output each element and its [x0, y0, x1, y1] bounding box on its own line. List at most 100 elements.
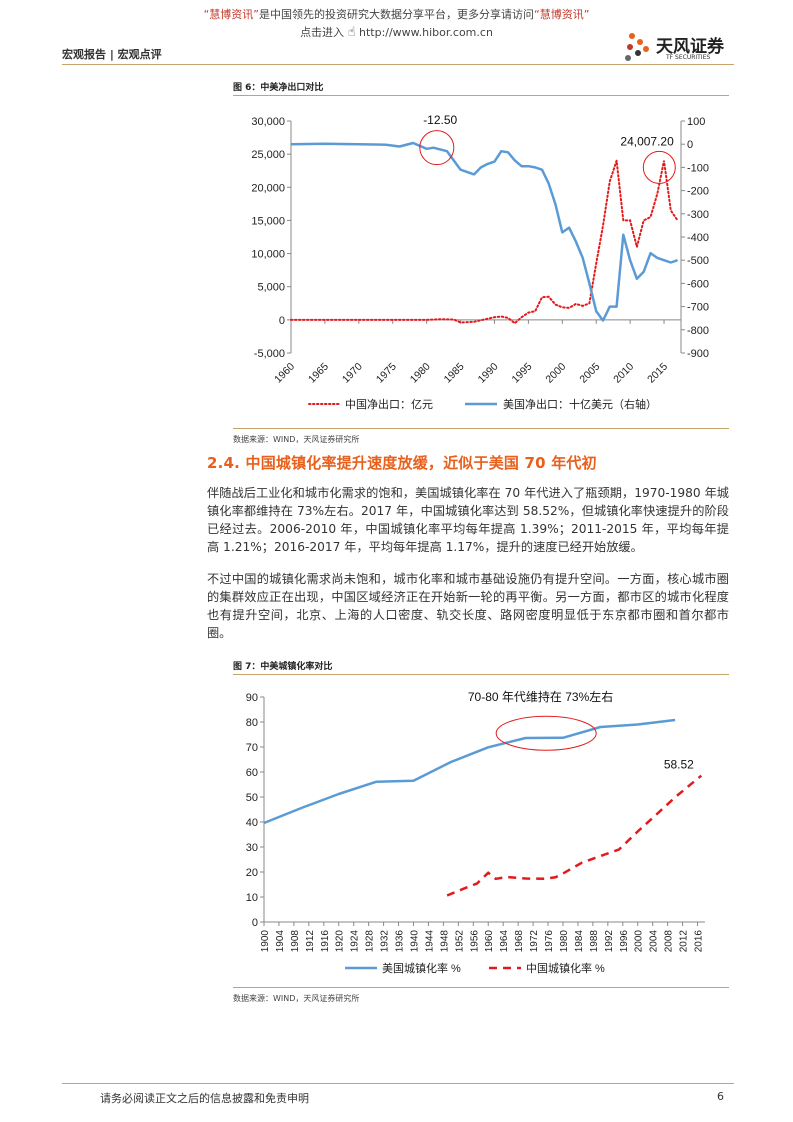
x-tick-label: 1916 [320, 930, 331, 953]
china-net-export-line [290, 160, 679, 325]
x-tick-label: 1964 [499, 930, 510, 953]
figure6-source: 数据来源：WIND，天风证券研究所 [233, 435, 360, 444]
highlight-circle-2 [642, 150, 676, 184]
x-tick-label: 1940 [409, 930, 420, 953]
highlight-ellipse [495, 715, 597, 751]
x-tick-label: 1944 [424, 930, 435, 953]
x-tick-label: 2015 [645, 361, 670, 386]
x-tick-label: 1975 [374, 361, 399, 386]
banner-link-row[interactable]: 点击进入 ☝ http://www.hibor.com.cn [0, 24, 793, 40]
y-tick-label: 20 [246, 867, 258, 879]
right-tick-label: 100 [687, 116, 705, 128]
x-tick-label: 1948 [439, 930, 450, 953]
legend-china-label: 中国净出口：亿元 [345, 397, 433, 411]
top-banner: “慧博资讯”是中国领先的投资研究大数据分享平台，更多分享请访问“慧博资讯” [0, 6, 793, 22]
company-logo: 天风证券 TF SECURITIES [622, 28, 737, 64]
x-tick-label: 1968 [514, 930, 525, 953]
paragraph-2: 不过中国的城镇化需求尚未饱和，城市化率和城市基础设施仍有提升空间。一方面，核心城… [207, 572, 729, 640]
banner-text: 是中国领先的投资研究大数据分享平台，更多分享请访问 [259, 8, 534, 21]
china-urbanization-line [446, 774, 703, 897]
x-tick-label: 1956 [469, 930, 480, 953]
right-tick-label: -300 [687, 209, 709, 221]
figure6-bottom-rule [233, 428, 729, 429]
y-tick-label: 50 [246, 792, 258, 804]
left-tick-label: 30,000 [251, 116, 285, 128]
x-tick-label: 1985 [442, 361, 467, 386]
section-heading: 2.4. 中国城镇化率提升速度放缓，近似于美国 70 年代初 [207, 454, 597, 472]
annotation-us-1981: -12.50 [423, 113, 457, 127]
banner-link-prefix: 点击进入 [300, 26, 345, 39]
y-tick-label: 40 [246, 817, 258, 829]
x-tick-label: 1990 [476, 361, 501, 386]
y-tick-label: 10 [246, 892, 258, 904]
y-tick-label: 90 [246, 692, 258, 704]
right-tick-label: -200 [687, 186, 709, 198]
x-tick-label: 1920 [335, 930, 346, 953]
legend-china-label: 中国城镇化率 % [526, 961, 605, 975]
left-tick-label: 15,000 [251, 215, 285, 227]
right-tick-label: -400 [687, 232, 709, 244]
x-tick-label: 1912 [305, 930, 316, 953]
x-tick-label: 2010 [611, 361, 636, 386]
figure6-title-rule [233, 95, 729, 96]
pointer-hand-icon: ☝ [347, 25, 356, 40]
us-net-export-line [290, 141, 679, 322]
x-tick-label: 2004 [649, 930, 660, 953]
logo-cn: 天风证券 [656, 37, 724, 57]
x-tick-label: 1972 [529, 930, 540, 953]
x-tick-label: 1904 [275, 930, 286, 953]
x-tick-label: 1995 [510, 361, 535, 386]
paragraph-1: 伴随战后工业化和城市化需求的饱和，美国城镇化率在 70 年代进入了瓶颈期，197… [207, 486, 729, 554]
net-export-chart: 30,000 25,000 20,000 15,000 10,000 5,000 0 -5,0… [251, 113, 709, 411]
x-tick-label: 1900 [260, 930, 271, 953]
x-tick-label: 1928 [365, 930, 376, 953]
banner-url-link[interactable]: http://www.hibor.com.cn [358, 26, 493, 39]
y-tick-label: 80 [246, 717, 258, 729]
us-urbanization-line [263, 718, 676, 825]
x-tick-label: 1960 [272, 361, 297, 386]
y-tick-label: 60 [246, 767, 258, 779]
x-tick-label: 1996 [619, 930, 630, 953]
x-tick-label: 1980 [408, 361, 433, 386]
left-tick-label: -5,000 [254, 348, 285, 360]
legend-us-label: 美国城镇化率 % [382, 961, 461, 975]
y-tick-label: 70 [246, 742, 258, 754]
left-tick-label: 5,000 [257, 282, 285, 294]
left-tick-label: 20,000 [251, 182, 285, 194]
y-tick-label: 30 [246, 842, 258, 854]
left-tick-label: 10,000 [251, 249, 285, 261]
logo-mark-icon [625, 33, 649, 61]
annotation-cn-2017: 58.52 [664, 757, 694, 771]
y-tick-label: 0 [252, 917, 258, 929]
figure7-bottom-rule [233, 987, 729, 988]
x-tick-label: 1932 [380, 930, 391, 953]
x-tick-label: 2000 [543, 361, 568, 386]
x-tick-label: 2005 [577, 361, 602, 386]
page-number: 6 [717, 1090, 724, 1103]
left-tick-label: 0 [279, 315, 285, 327]
right-tick-label: -700 [687, 302, 709, 314]
x-tick-label: 1936 [395, 930, 406, 953]
doc-type-label: 宏观报告 | 宏观点评 [62, 48, 162, 61]
banner-brand: “慧博资讯” [203, 8, 259, 21]
right-tick-label: -100 [687, 162, 709, 174]
left-tick-label: 25,000 [251, 149, 285, 161]
footer-rule [62, 1083, 734, 1084]
x-tick-label: 1980 [559, 930, 570, 953]
x-tick-label: 1924 [350, 930, 361, 953]
x-tick-label: 1976 [544, 930, 555, 953]
x-tick-label: 1965 [306, 361, 331, 386]
right-tick-label: -500 [687, 255, 709, 267]
figure7-title-rule [233, 674, 729, 675]
header-rule [62, 64, 734, 65]
x-tick-label: 1952 [454, 930, 465, 953]
x-tick-label: 2012 [679, 930, 690, 953]
x-tick-label: 1992 [604, 930, 615, 953]
highlight-circle-1 [419, 130, 455, 166]
figure7-title: 图 7：中美城镇化率对比 [233, 662, 333, 672]
x-tick-label: 2016 [694, 930, 705, 953]
right-tick-label: 0 [687, 139, 693, 151]
footer-disclaimer: 请务必阅读正文之后的信息披露和免责申明 [100, 1092, 309, 1105]
x-tick-label: 1988 [589, 930, 600, 953]
